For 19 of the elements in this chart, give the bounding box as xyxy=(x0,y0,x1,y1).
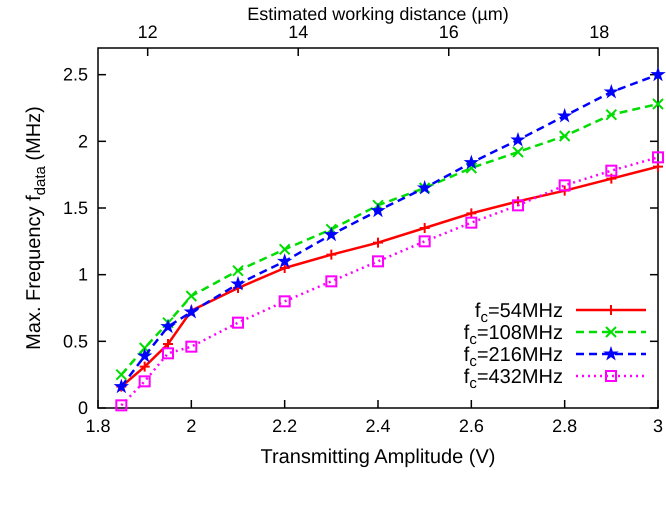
x2-tick-label: 14 xyxy=(288,22,308,42)
x2-tick-label: 12 xyxy=(138,22,158,42)
x-tick-label: 1.8 xyxy=(85,416,111,436)
x-tick-label: 2.8 xyxy=(552,416,578,436)
x-tick-label: 2.2 xyxy=(272,416,298,436)
x-tick-label: 2.6 xyxy=(458,416,484,436)
x-tick-label: 3 xyxy=(652,416,664,436)
y-tick-label: 2.5 xyxy=(62,64,88,85)
y-tick-label: 0.5 xyxy=(62,331,88,352)
x-tick-label: 2.4 xyxy=(365,416,391,436)
x2-tick-label: 16 xyxy=(438,22,459,42)
y-tick-label: 2 xyxy=(78,131,88,152)
y-tick-label: 1 xyxy=(78,264,88,285)
y-tick-label: 1.5 xyxy=(62,198,88,218)
x-tick-label: 2 xyxy=(186,416,196,436)
y-tick-label: 0 xyxy=(78,398,88,418)
x2-tick-label: 18 xyxy=(589,22,610,42)
x-axis-title: Transmitting Amplitude (V) xyxy=(260,446,496,468)
x2-axis-title: Estimated working distance (µm) xyxy=(247,4,509,24)
